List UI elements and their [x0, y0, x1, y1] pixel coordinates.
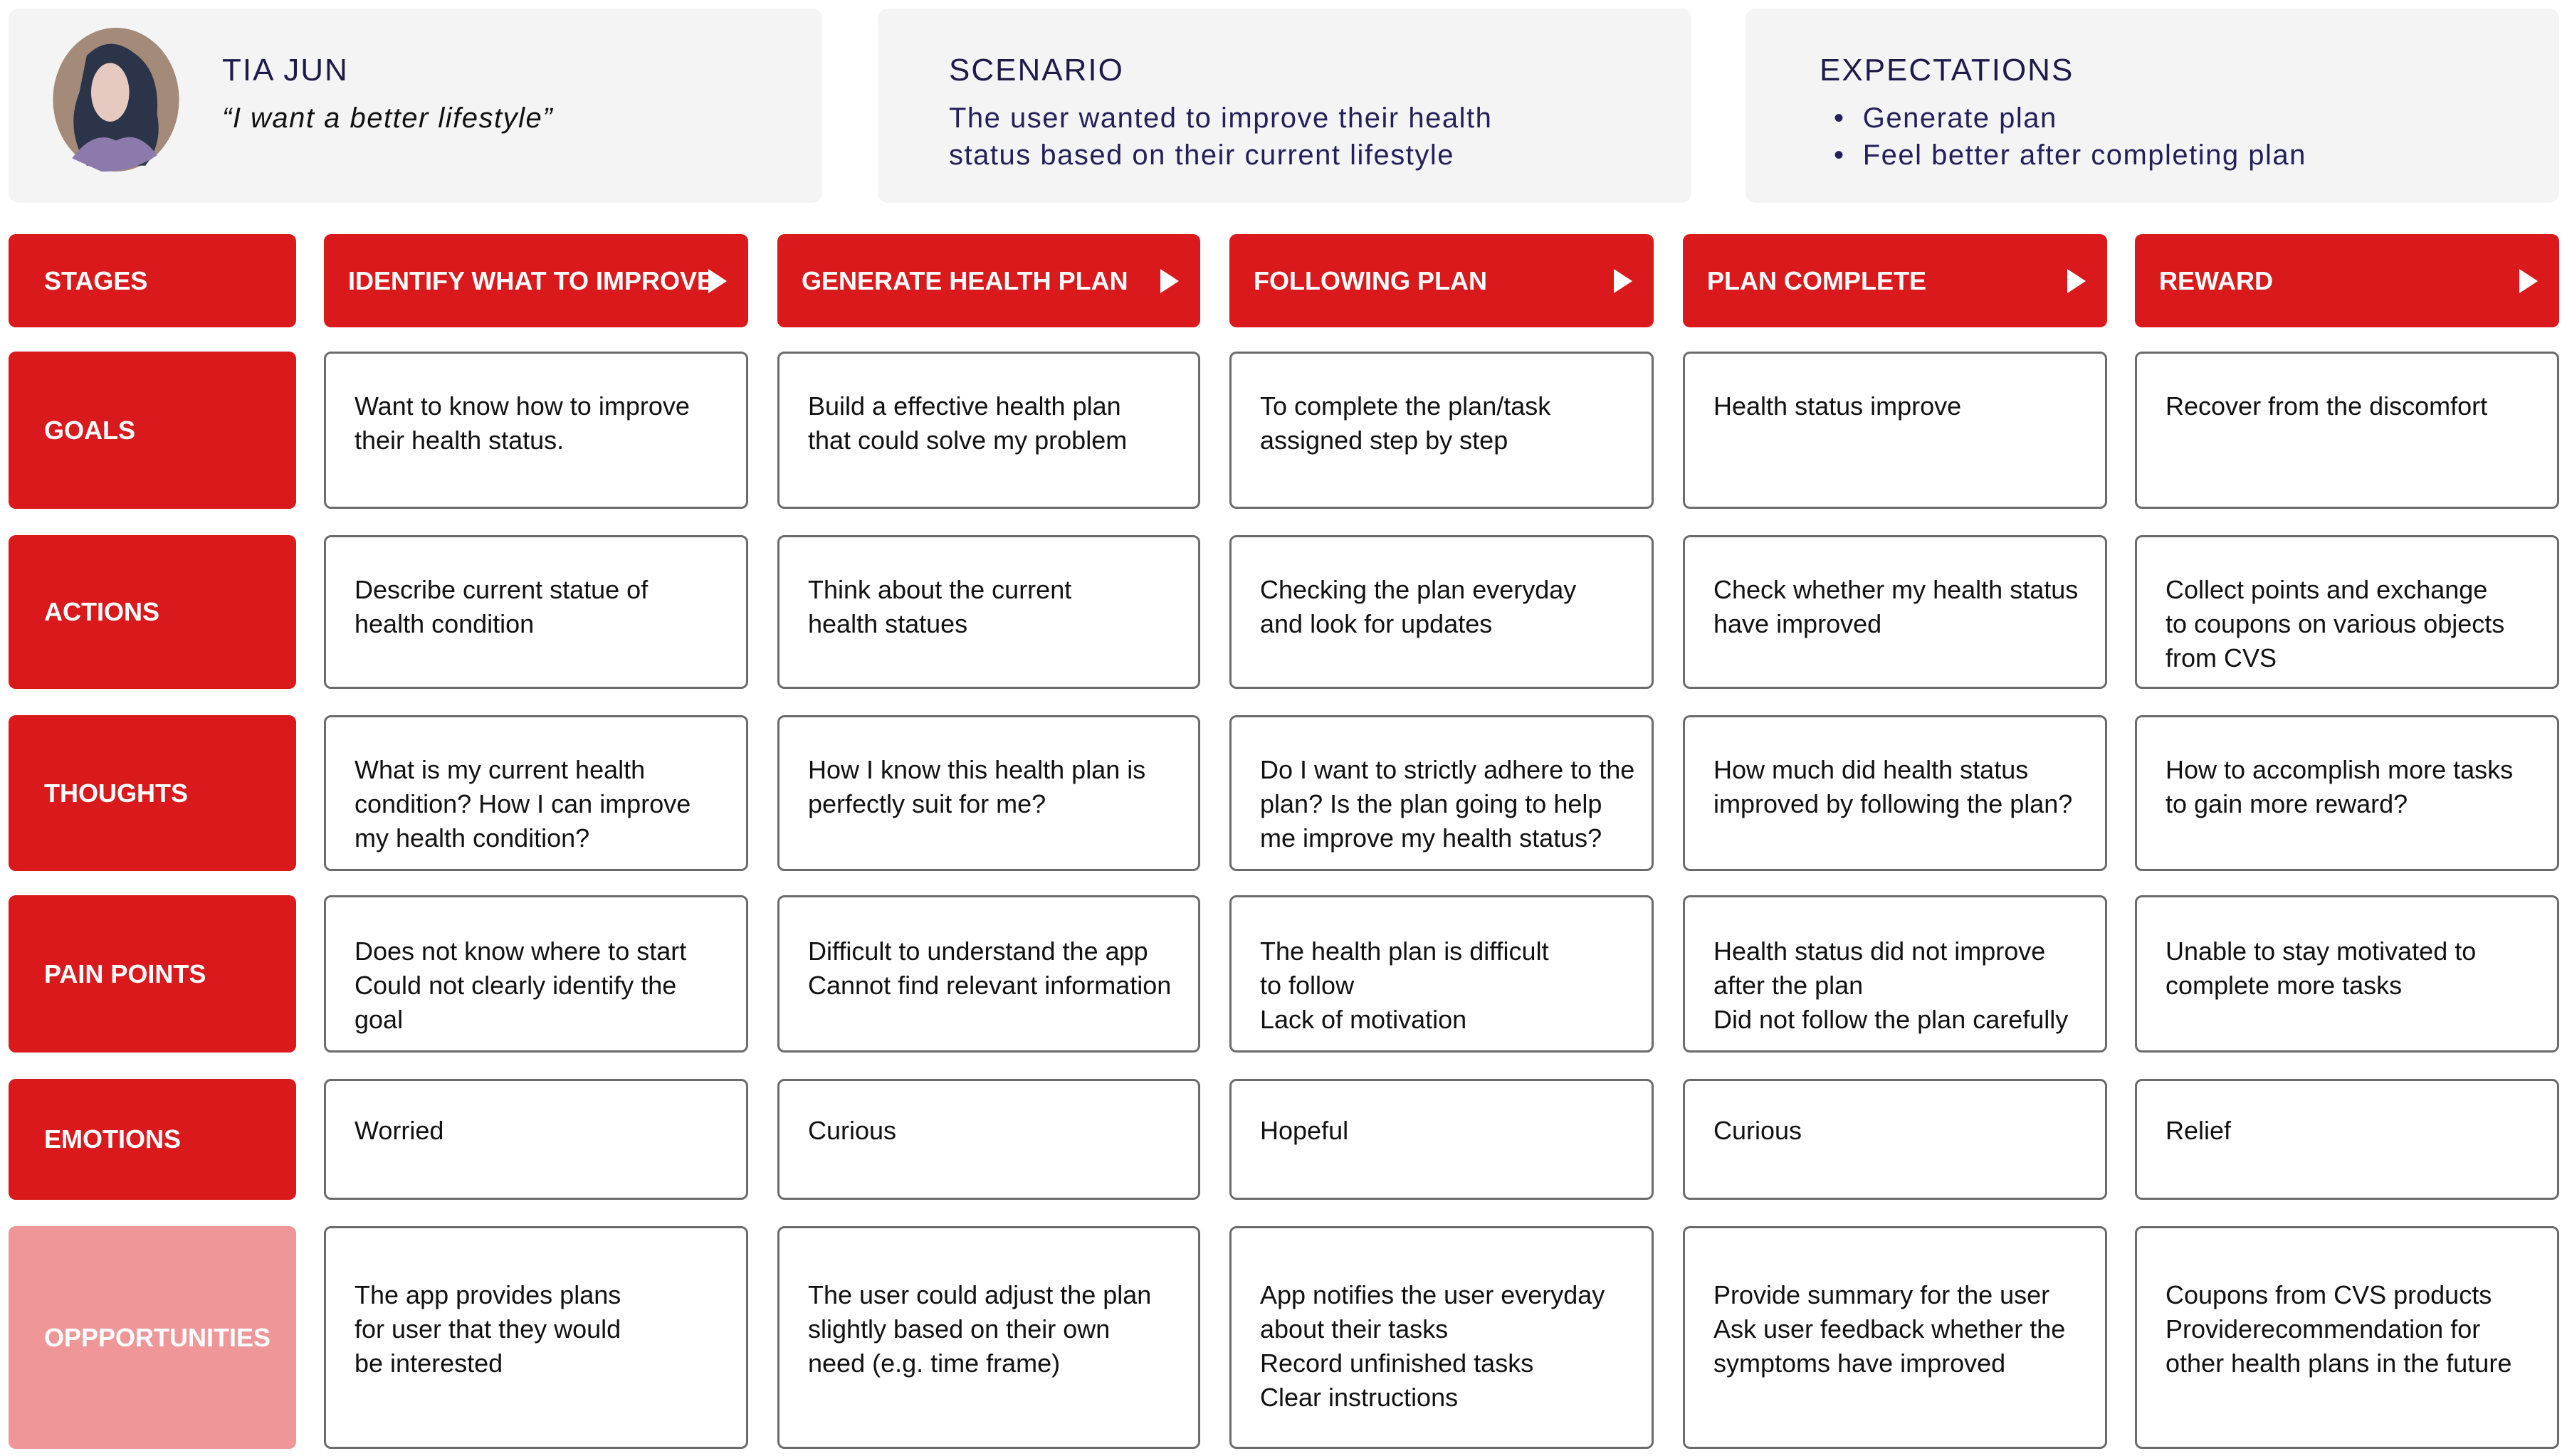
journey-cell: Curious: [1683, 1079, 2107, 1200]
play-arrow-icon: [1160, 268, 1179, 293]
stage-label: FOLLOWING PLAN: [1254, 265, 1487, 295]
stage-label: PLAN COMPLETE: [1707, 265, 1927, 295]
journey-cell: Unable to stay motivated to complete mor…: [2135, 895, 2559, 1053]
persona-card: TIA JUN “I want a better lifestyle”: [9, 9, 822, 203]
journey-cell: How much did health status improved by f…: [1683, 715, 2107, 871]
avatar: [53, 28, 179, 172]
expectations-title: EXPECTATIONS: [1820, 53, 2074, 88]
journey-cell: Worried: [324, 1079, 748, 1200]
scenario-text: The user wanted to improve their health …: [949, 102, 1493, 171]
play-arrow-icon: [2067, 268, 2086, 293]
row-label: THOUGHTS: [9, 715, 296, 871]
stage-header[interactable]: REWARD: [2135, 234, 2559, 327]
journey-cell: What is my current health condition? How…: [324, 715, 748, 871]
stage-label: GENERATE HEALTH PLAN: [802, 265, 1128, 295]
journey-cell: Hopeful: [1229, 1079, 1654, 1200]
stage-label: IDENTIFY WHAT TO IMPROVE: [348, 265, 715, 295]
journey-cell: Provide summary for the user Ask user fe…: [1683, 1226, 2107, 1449]
journey-cell: To complete the plan/task assigned step …: [1229, 352, 1654, 509]
scenario-title: SCENARIO: [949, 53, 1124, 88]
persona-name: TIA JUN: [222, 53, 349, 88]
journey-cell: Health status did not improve after the …: [1683, 895, 2107, 1053]
row-label: EMOTIONS: [9, 1079, 296, 1200]
journey-cell: Check whether my health status have impr…: [1683, 535, 2107, 689]
journey-cell: Checking the plan everyday and look for …: [1229, 535, 1654, 689]
journey-cell: Recover from the discomfort: [2135, 352, 2559, 509]
journey-cell: How to accomplish more tasks to gain mor…: [2135, 715, 2559, 871]
stage-header[interactable]: PLAN COMPLETE: [1683, 234, 2107, 327]
journey-cell: Curious: [777, 1079, 1200, 1200]
journey-cell: Think about the current health statues: [777, 535, 1200, 689]
journey-cell: Coupons from CVS products Providerecomme…: [2135, 1226, 2559, 1449]
journey-cell: Relief: [2135, 1079, 2559, 1200]
stage-label: REWARD: [2159, 265, 2273, 295]
stage-header[interactable]: GENERATE HEALTH PLAN: [777, 234, 1200, 327]
expectations-list: • Generate plan • Feel better after comp…: [1834, 100, 2306, 174]
play-arrow-icon: [2519, 268, 2538, 293]
journey-cell: Describe current statue of health condit…: [324, 535, 748, 689]
journey-cell: The health plan is difficult to follow L…: [1229, 895, 1654, 1053]
journey-cell: How I know this health plan is perfectly…: [777, 715, 1200, 871]
journey-cell: The user could adjust the plan slightly …: [777, 1226, 1200, 1449]
journey-cell: Collect points and exchange to coupons o…: [2135, 535, 2559, 689]
row-label: PAIN POINTS: [9, 895, 296, 1053]
stage-header[interactable]: FOLLOWING PLAN: [1229, 234, 1654, 327]
play-arrow-icon: [1614, 268, 1632, 293]
persona-quote: “I want a better lifestyle”: [222, 102, 554, 134]
play-arrow-icon: [708, 268, 727, 293]
journey-cell: Build a effective health plan that could…: [777, 352, 1200, 509]
journey-cell: Health status improve: [1683, 352, 2107, 509]
expectation-item: • Generate plan: [1834, 102, 2057, 134]
stage-header[interactable]: IDENTIFY WHAT TO IMPROVE: [324, 234, 748, 327]
journey-cell: The app provides plans for user that the…: [324, 1226, 748, 1449]
row-label: OPPPORTUNITIES: [9, 1226, 296, 1449]
journey-cell: Do I want to strictly adhere to the plan…: [1229, 715, 1654, 871]
scenario-card: SCENARIO The user wanted to improve thei…: [878, 9, 1691, 203]
journey-cell: App notifies the user everyday about the…: [1229, 1226, 1654, 1449]
row-label: GOALS: [9, 352, 296, 509]
journey-cell: Difficult to understand the app Cannot f…: [777, 895, 1200, 1053]
expectations-card: EXPECTATIONS • Generate plan • Feel bett…: [1746, 9, 2559, 203]
stages-label: STAGES: [9, 234, 296, 327]
journey-cell: Want to know how to improve their health…: [324, 352, 748, 509]
row-label: ACTIONS: [9, 535, 296, 689]
journey-cell: Does not know where to start Could not c…: [324, 895, 748, 1053]
expectation-item: • Feel better after completing plan: [1834, 139, 2306, 171]
